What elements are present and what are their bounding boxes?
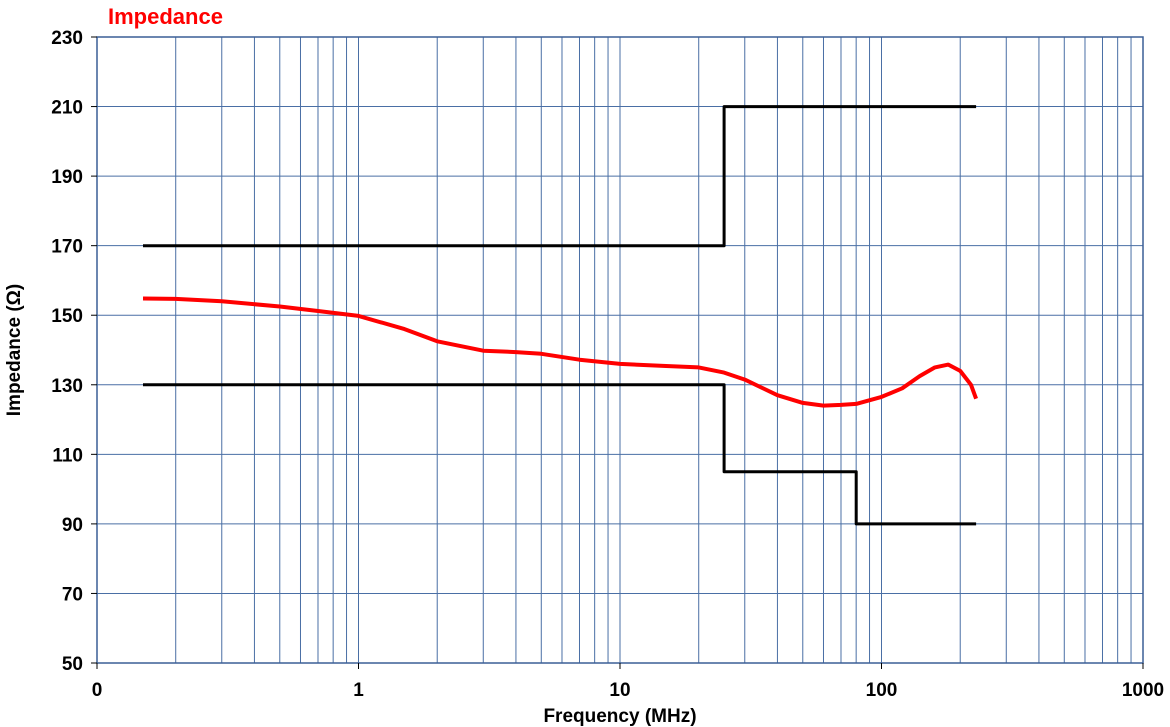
y-tick-label: 170 [51,237,83,258]
y-axis-ticks: 50 70 90 110 130 150 170 190 210 230 [51,28,97,675]
y-tick-label: 190 [51,167,83,188]
y-tick-label: 50 [62,654,83,675]
grid [97,37,1143,663]
y-tick-label: 230 [51,28,83,49]
x-axis-label: Frequency (MHz) [543,706,696,727]
series-layer [142,105,978,526]
x-tick-label: 1000 [1122,680,1164,701]
x-axis-ticks: 0 1 10 100 1000 [92,663,1164,701]
y-tick-label: 150 [51,306,83,327]
x-tick-label: 100 [866,680,898,701]
y-tick-label: 110 [52,445,83,466]
y-tick-label: 70 [62,584,83,605]
y-tick-label: 210 [51,98,83,119]
y-tick-label: 90 [62,515,83,536]
y-tick-label: 130 [51,376,83,397]
limit-line-1 [143,105,977,248]
x-tick-label: 10 [609,680,630,701]
measured-impedance-line [142,296,978,408]
chart-title: Impedance [108,4,223,29]
x-tick-label: 0 [92,680,103,701]
y-axis-label: Impedance (Ω) [4,284,25,416]
x-tick-label: 1 [353,680,364,701]
limit-line-2 [143,383,977,526]
